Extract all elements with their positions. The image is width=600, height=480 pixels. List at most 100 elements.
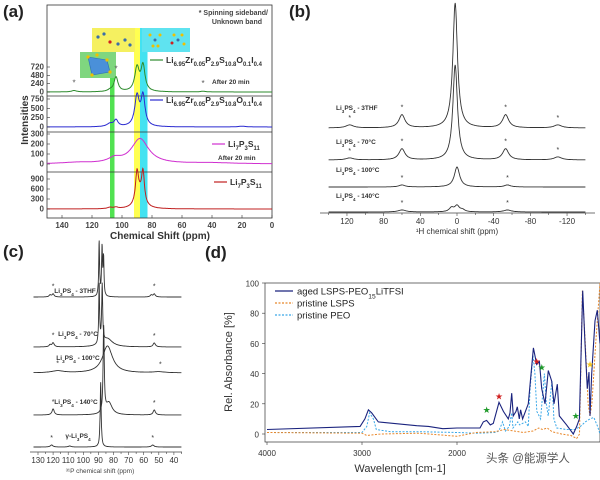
x-axis-label: ³¹P chemical shift (ppm) [66,468,135,475]
y-tick-label: 100 [31,150,45,159]
asterisk-marker: * [504,105,507,112]
asterisk-marker: * [50,435,53,442]
y-tick-label: 0 [40,205,45,214]
x-tick-label: 60 [178,221,187,230]
y-tick-label: 250 [31,113,45,122]
star-marker-icon: ★ [572,411,580,421]
x-tick-label: 40 [416,217,425,226]
sulfur-atom-icon [95,53,99,57]
x-tick-label: 120 [46,456,60,465]
legend-entry: aged LSPS-PEO15LiTFSI [297,287,404,301]
y-tick-label: 60 [250,340,259,349]
asterisk-marker: * [201,79,204,88]
spectrum-line [328,204,586,213]
asterisk-marker: * [348,115,351,122]
panel-label-d: (d) [205,243,227,262]
y-tick-label: 720 [31,63,45,72]
x-tick-label: 90 [94,456,103,465]
atom-icon [172,33,176,37]
atom-icon [102,32,106,36]
x-axis-label: ¹H chemical shift (ppm) [416,227,499,236]
x-tick-label: 130 [31,456,45,465]
series-line [266,290,600,436]
series-label: Li3PS4 - 3THF [336,105,378,114]
y-tick-label: 750 [31,95,45,104]
series-label: Li3PS4 - 100°C [56,354,100,364]
x-tick-label: -80 [525,217,537,226]
y-tick-label: 20 [250,400,259,409]
x-tick-label: -120 [559,217,576,226]
asterisk-marker: * [506,175,509,182]
atom-icon [116,42,120,46]
x-tick-label: 0 [270,221,275,230]
spectrum-line [47,167,272,210]
asterisk-marker: * [401,200,404,207]
spectrum-line [328,2,586,129]
molecule-inset-2 [142,28,190,52]
asterisk-marker: * [114,65,117,74]
series-label: Li6.95Zr0.05P2.9S10.8O0.1I0.4 [166,95,263,108]
x-tick-label: 110 [62,456,75,465]
y-axis-label: Rel. Absorbance [%] [223,312,235,412]
series-line [267,355,600,435]
spectrum-line [33,240,182,298]
series-label: Li7P3S11 [230,177,263,190]
x-tick-label: -40 [488,217,500,226]
y-tick-label: 0 [40,123,45,132]
asterisk-marker: * [504,139,507,146]
x-tick-label: 80 [148,221,157,230]
asterisk-marker: * [52,333,55,340]
molecule-inset [92,28,135,52]
atom-icon [156,44,160,48]
atom-icon [180,33,184,37]
x-tick-label: 140 [55,221,69,230]
spectrum-line [47,91,272,128]
asterisk-marker: * [151,435,154,442]
y-axis-label: Intensities [20,95,31,145]
y-tick-label: 0 [40,160,45,169]
spectrum-line [47,137,272,165]
series-label: Li3PS4 - 140°C [336,192,380,202]
star-marker-icon: ★ [533,357,541,367]
x-tick-label: 60 [139,456,148,465]
y-tick-label: 100 [246,280,260,289]
x-tick-label: 0 [455,217,460,226]
x-tick-label: 120 [85,221,99,230]
y-tick-label: 40 [250,370,259,379]
legend-entry: pristine LSPS [297,299,355,310]
spectrum-line [33,382,182,448]
asterisk-marker: * [506,200,509,207]
spectrum-line [328,64,586,161]
atom-icon [170,41,174,45]
atom-icon [158,33,162,37]
x-tick-label: 40 [208,221,217,230]
star-marker-icon: ★ [495,391,503,401]
sulfur-atom-icon [86,55,90,59]
x-tick-label: 3000 [353,449,371,458]
x-tick-label: 100 [77,456,91,465]
highlight-band [140,28,148,218]
plot-frame [46,4,273,219]
x-tick-label: 50 [154,456,163,465]
y-tick-label: 500 [31,104,45,113]
atom-icon [123,38,127,42]
asterisk-marker: * [153,333,156,340]
series-sublabel: After 20 min [212,79,250,86]
y-tick-label: 600 [31,185,45,194]
series-label: Li3PS4 - 3THF [54,288,96,297]
spectrum-line [33,282,182,348]
series-label: γ-Li3PS4 [65,433,91,442]
x-tick-label: 20 [238,221,247,230]
asterisk-marker: * [348,148,351,155]
series-label: Li3PS4 - 70°C [58,330,98,340]
x-tick-label: 100 [115,221,129,230]
atom-icon [128,43,132,47]
y-tick-label: 480 [31,71,45,80]
star-marker-icon: ★ [538,363,546,373]
series-label: Li3PS4 - 100°C [336,166,380,176]
y-tick-label: 240 [31,79,45,88]
series-sublabel: After 20 min [218,155,256,162]
